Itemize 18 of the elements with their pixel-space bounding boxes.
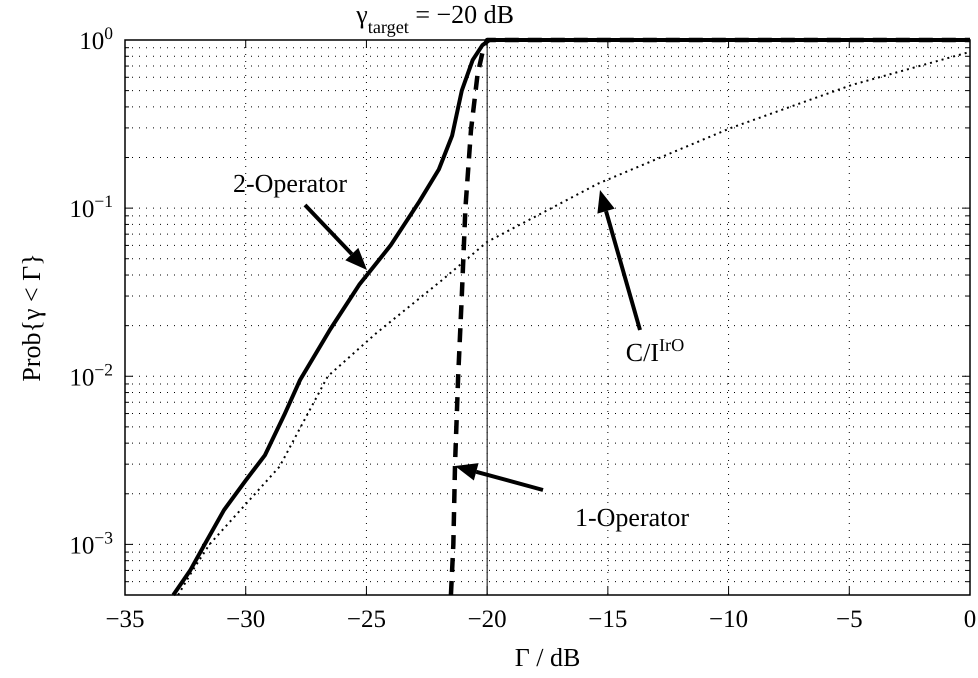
annotation: 2-Operator [232,169,348,198]
x-tick-label: −35 [105,606,145,633]
x-axis-title: Γ / dB [514,643,580,672]
annotation: C/I$^{IrO}$ [626,335,684,367]
x-tick-label: −5 [836,606,863,633]
x-tick-label: −20 [468,606,507,633]
ref-line-label: γ$_{target}$ = −20 dB [355,0,514,37]
x-tick-label: 0 [964,606,976,633]
y-tick-label: 10$^{−1}$ [69,191,113,224]
annotation: 1-Operator [574,503,690,532]
y-tick-label: 10$^{0}$ [79,23,114,55]
y-tick-label: 10$^{−2}$ [69,359,113,392]
y-tick-label: 10$^{−3}$ [69,527,114,560]
x-tick-label: −10 [709,606,748,633]
x-tick-label: −15 [588,606,628,633]
x-tick-label: −25 [346,606,386,633]
y-axis-title: Prob{γ < Γ} [17,253,46,382]
x-tick-label: −30 [226,606,266,633]
